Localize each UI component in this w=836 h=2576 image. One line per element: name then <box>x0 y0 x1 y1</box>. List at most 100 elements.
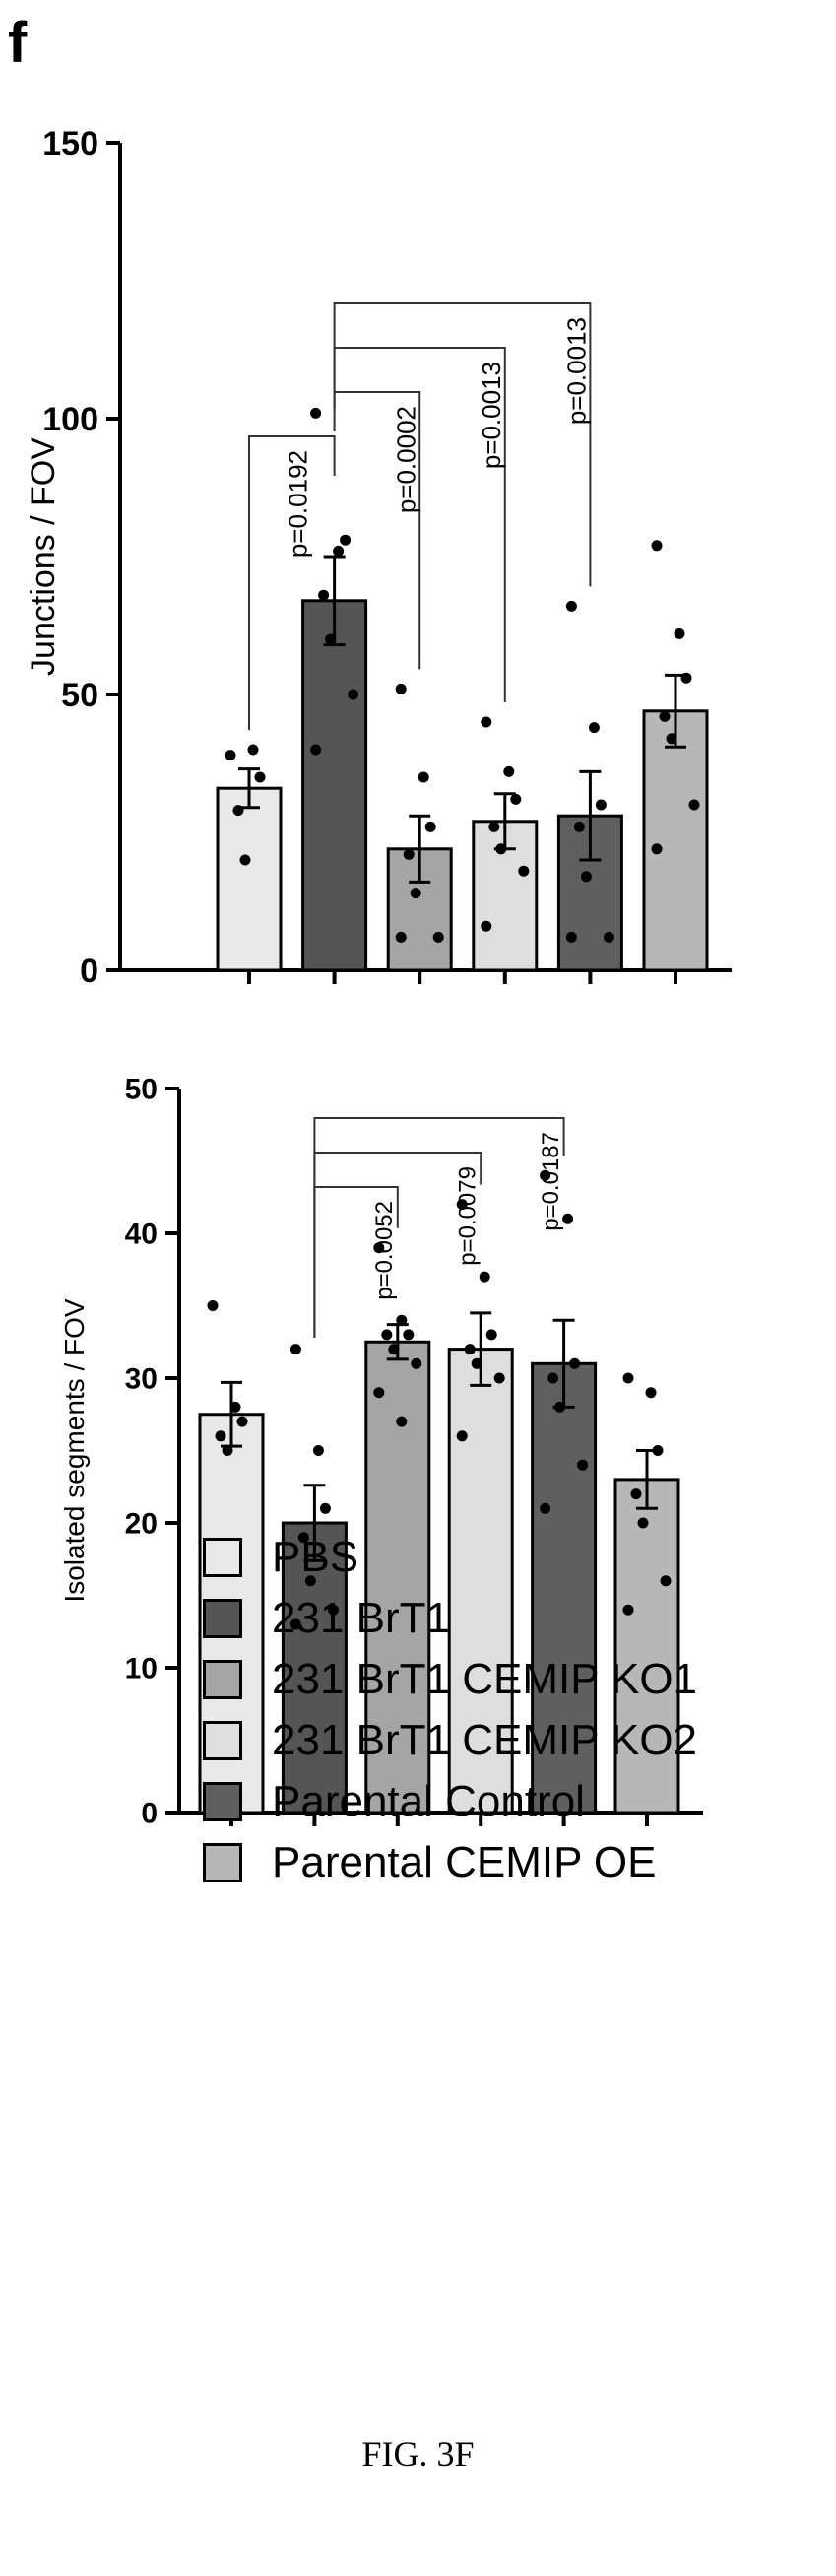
p-value-label: p=0.0052 <box>371 1201 398 1300</box>
y-tick-label: 100 <box>42 401 98 438</box>
data-point <box>518 865 530 877</box>
data-point <box>239 854 251 866</box>
data-point <box>232 805 244 817</box>
legend-swatch <box>203 1782 242 1821</box>
data-point <box>622 1372 634 1384</box>
data-point <box>381 1329 393 1341</box>
data-point <box>503 765 515 777</box>
data-point <box>333 545 345 557</box>
y-tick-label: 0 <box>80 953 98 990</box>
data-point <box>225 750 236 761</box>
legend-label: Parental Control <box>272 1777 585 1825</box>
significance-bracket <box>313 1117 565 1338</box>
y-tick-label: 30 <box>125 1363 158 1396</box>
p-value-label: p=0.0187 <box>538 1132 564 1231</box>
y-tick-label: 50 <box>61 677 98 714</box>
data-point <box>565 600 577 612</box>
data-point <box>289 1618 301 1630</box>
legend-swatch <box>203 1599 242 1638</box>
legend-label: PBS <box>272 1533 359 1581</box>
data-point <box>603 931 614 943</box>
data-point <box>595 799 607 811</box>
bar <box>301 599 368 972</box>
y-tick-label: 0 <box>141 1798 158 1830</box>
data-point <box>403 848 415 860</box>
data-point <box>547 1372 559 1384</box>
data-point <box>577 1459 589 1471</box>
p-value-label: p=0.0013 <box>477 362 506 469</box>
data-point <box>403 1329 415 1341</box>
data-point <box>540 1169 551 1181</box>
data-point <box>580 871 592 883</box>
data-point <box>562 1213 574 1224</box>
data-point <box>418 771 429 783</box>
significance-bracket <box>248 435 336 730</box>
data-point <box>554 1401 566 1413</box>
data-point <box>207 1300 219 1311</box>
legend-label: Parental CEMIP OE <box>272 1838 657 1886</box>
data-point <box>289 1344 301 1355</box>
legend-label: 231 BrT1 <box>272 1594 450 1642</box>
data-point <box>388 1344 400 1355</box>
data-point <box>493 1372 505 1384</box>
data-point <box>304 1575 316 1587</box>
data-point <box>254 771 266 783</box>
data-point <box>471 1357 482 1369</box>
data-point <box>456 1199 468 1211</box>
legend-swatch <box>203 1660 242 1699</box>
significance-bracket <box>333 391 421 670</box>
data-point <box>485 1329 497 1341</box>
data-point <box>464 1344 476 1355</box>
data-point <box>310 744 322 756</box>
p-value-label: p=0.0002 <box>391 406 420 513</box>
data-point <box>660 1575 672 1587</box>
data-point <box>565 931 577 943</box>
y-tick-label: 150 <box>42 125 98 163</box>
data-point <box>310 407 322 419</box>
data-point <box>222 1445 233 1456</box>
bar <box>216 786 283 972</box>
data-point <box>318 589 330 601</box>
panel-label: f <box>8 11 28 75</box>
data-point <box>411 1357 422 1369</box>
data-point <box>396 1416 408 1427</box>
data-point <box>680 672 692 684</box>
data-point <box>510 793 522 805</box>
legend-swatch <box>203 1538 242 1577</box>
data-point <box>348 689 359 700</box>
data-point <box>666 733 677 745</box>
data-point <box>651 843 663 855</box>
data-point <box>540 1502 551 1514</box>
data-point <box>319 1502 331 1514</box>
data-point <box>373 1242 385 1254</box>
data-point <box>573 821 585 832</box>
y-tick-label: 40 <box>125 1219 158 1251</box>
figure-caption: FIG. 3F <box>361 2434 475 2474</box>
data-point <box>297 1532 309 1544</box>
data-point <box>312 1445 324 1456</box>
data-point <box>588 722 600 734</box>
data-point <box>229 1401 241 1413</box>
data-point <box>659 710 671 722</box>
data-point <box>327 1604 339 1616</box>
data-point <box>215 1430 226 1442</box>
data-point <box>236 1416 248 1427</box>
chart-1: 0 50 100 150 Junctions / FOV p=0.0192 p=0.0002… <box>25 125 732 990</box>
y-axis-label: Isolated segments / FOV <box>59 1298 90 1602</box>
data-point <box>432 931 444 943</box>
data-point <box>495 843 507 855</box>
data-point <box>395 683 407 694</box>
data-point <box>395 931 407 943</box>
data-point <box>622 1604 634 1616</box>
y-tick-label: 50 <box>125 1074 158 1106</box>
data-point <box>481 920 492 932</box>
legend-swatch <box>203 1843 242 1882</box>
data-point <box>456 1430 468 1442</box>
data-point <box>373 1387 385 1399</box>
bar <box>642 709 709 972</box>
data-point <box>325 633 337 645</box>
y-tick-label: 20 <box>125 1508 158 1541</box>
data-point <box>674 627 685 639</box>
data-point <box>652 1445 664 1456</box>
